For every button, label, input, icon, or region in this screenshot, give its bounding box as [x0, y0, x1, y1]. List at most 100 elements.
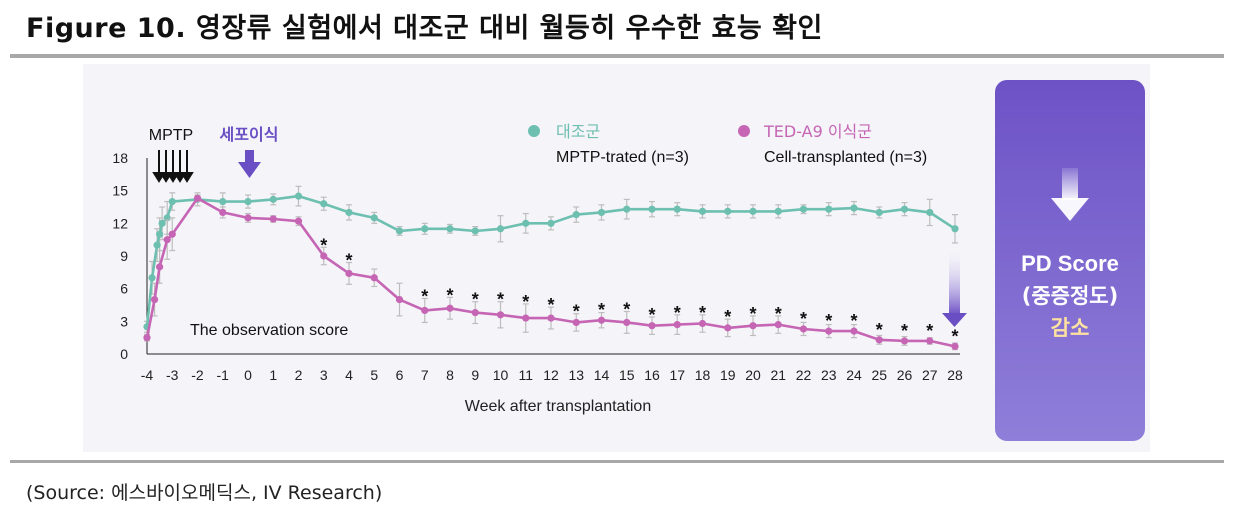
x-tick-label: -1: [217, 367, 230, 383]
significance-star: *: [472, 290, 479, 310]
mptp-label: MPTP: [149, 127, 193, 144]
data-point: [799, 205, 808, 213]
data-point: [648, 205, 656, 213]
significance-star: *: [724, 307, 731, 327]
x-tick-label: 28: [947, 367, 963, 383]
data-point: [345, 269, 353, 278]
pd-severity-label: (중증정도): [1022, 284, 1118, 308]
data-point: [774, 321, 782, 329]
data-point: [219, 208, 227, 217]
data-point: [158, 219, 166, 227]
x-tick-label: 22: [796, 367, 812, 383]
data-point: [244, 197, 252, 206]
x-tick-label: 23: [821, 367, 837, 383]
data-point: [850, 327, 858, 335]
legend-transplanted-desc: Cell-transplanted (n=3): [764, 149, 927, 166]
legend-transplanted-marker: [738, 125, 750, 137]
pd-score-box: PD Score (중증정도) 감소: [995, 80, 1145, 441]
significance-star: *: [775, 304, 782, 324]
legend: 대조군 MPTP-trated (n=3) TED-A9 이식군 Cell-tr…: [528, 122, 927, 166]
x-tick-label: 19: [720, 367, 736, 383]
transplant-label: 세포이식: [220, 125, 279, 144]
significance-star: *: [623, 300, 630, 320]
data-point: [219, 197, 227, 206]
data-point: [926, 337, 934, 345]
x-tick-label: 21: [770, 367, 786, 383]
data-point: [320, 252, 328, 260]
data-point: [648, 322, 656, 330]
x-tick-label: -4: [141, 367, 154, 383]
data-point: [951, 225, 959, 233]
x-tick-label: 3: [320, 367, 328, 383]
significance-star: *: [648, 305, 655, 325]
significance-markers: * * * * * * * * * * * * * * * * * * * * * * * *: [320, 235, 958, 346]
data-point: [698, 207, 707, 215]
data-point: [900, 205, 909, 213]
x-tick-label: 25: [871, 367, 887, 383]
x-tick-label: 18: [695, 367, 711, 383]
series-line: [145, 197, 956, 348]
data-point: [572, 318, 580, 327]
data-point: [496, 311, 505, 319]
down-arrow-icon: [1051, 168, 1089, 221]
data-point: [623, 318, 631, 327]
x-tick-label: -2: [191, 367, 204, 383]
significance-star: *: [547, 295, 554, 315]
x-tick-label: 5: [370, 367, 378, 383]
data-point: [774, 207, 782, 215]
data-point: [850, 204, 858, 212]
data-point: [673, 205, 681, 213]
x-tick-label: 24: [846, 367, 862, 383]
data-point: [421, 306, 429, 315]
data-point: [294, 192, 303, 200]
legend-transplanted-name: TED-A9 이식군: [763, 122, 872, 141]
legend-control-name: 대조군: [556, 122, 600, 141]
x-tick-label: 26: [897, 367, 913, 383]
significance-star: *: [951, 326, 958, 346]
significance-star: *: [850, 311, 857, 331]
data-point: [370, 274, 378, 282]
x-tick-label: 0: [244, 367, 252, 383]
significance-star: *: [497, 290, 504, 310]
data-point: [168, 197, 176, 206]
chart-panel: [83, 64, 1150, 452]
x-tick-label: 27: [922, 367, 938, 383]
significance-star: *: [598, 300, 605, 320]
data-point: [244, 214, 252, 222]
y-tick-labels: 0 3 6 9 12 15 18: [112, 150, 128, 362]
data-point: [597, 316, 606, 324]
decrease-arrow-icon: [942, 245, 967, 327]
significance-star: *: [876, 320, 883, 340]
x-tick-label: -3: [166, 367, 179, 383]
data-point: [572, 211, 580, 219]
x-tick-labels: -4 -3 -2 -1 0 1 2 3 4 5 6 7 8 9 10 11 12 13 14 15 16 17 18 19 20…: [141, 367, 963, 383]
data-point: [471, 227, 479, 235]
data-point: [150, 295, 159, 304]
y-tick-label: 0: [120, 346, 128, 362]
figure-title: Figure 10. 영장류 실험에서 대조군 대비 월등히 우수한 효능 확인: [26, 13, 823, 44]
significance-star: *: [421, 286, 428, 306]
y-tick-label: 18: [112, 150, 128, 166]
source-note: (Source: 에스바이오메딕스, IV Research): [26, 482, 383, 504]
data-point: [269, 215, 277, 223]
data-point: [446, 225, 454, 233]
y-tick-label: 3: [120, 313, 128, 329]
significance-star: *: [320, 235, 327, 255]
data-point: [156, 263, 164, 271]
significance-star: *: [901, 321, 908, 341]
data-point: [496, 225, 505, 233]
data-point: [900, 337, 909, 345]
data-point: [446, 304, 454, 312]
x-tick-label: 13: [568, 367, 584, 383]
significance-star: *: [446, 285, 453, 305]
data-point: [547, 314, 555, 322]
significance-star: *: [345, 251, 352, 271]
data-point: [148, 274, 156, 282]
data-point: [168, 230, 176, 238]
pd-decrease-label: 감소: [1051, 316, 1090, 340]
data-point: [522, 314, 530, 322]
data-point: [673, 321, 681, 329]
data-point: [926, 208, 934, 217]
pd-score-label: PD Score: [1021, 251, 1119, 276]
